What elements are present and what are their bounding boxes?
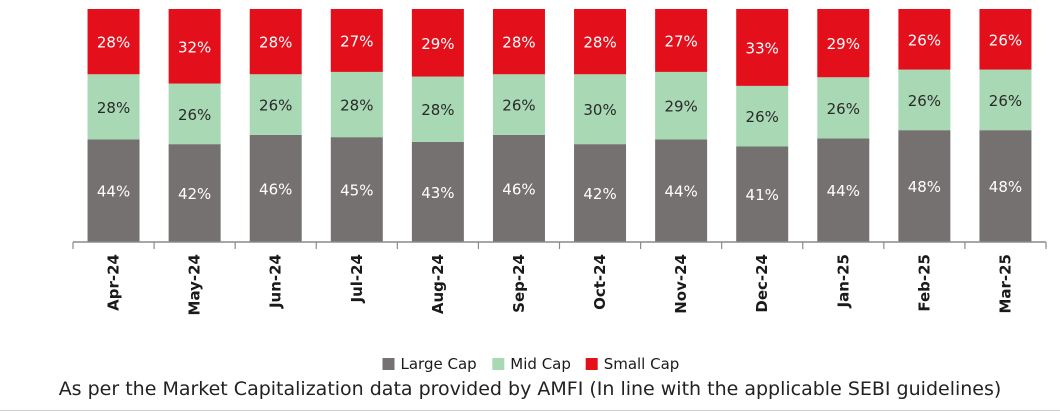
- data-label: 44%: [827, 182, 860, 200]
- x-tick-label: Sep-24: [510, 254, 528, 313]
- data-label: 27%: [664, 32, 697, 50]
- data-label: 32%: [178, 38, 211, 56]
- legend-swatch: [382, 358, 395, 370]
- data-label: 26%: [827, 100, 860, 118]
- bar-large-cap-dec-24: [736, 146, 789, 242]
- data-label: 46%: [259, 180, 292, 198]
- bar-mid-cap-nov-24: [655, 71, 708, 140]
- data-label: 26%: [989, 31, 1022, 49]
- data-label: 26%: [259, 97, 292, 115]
- bar-small-cap-jul-24: [330, 9, 383, 72]
- bar-small-cap-feb-25: [898, 9, 951, 70]
- bar-large-cap-mar-25: [979, 130, 1032, 242]
- bar-small-cap-nov-24: [655, 9, 708, 72]
- data-label: 45%: [340, 182, 373, 200]
- bar-large-cap-nov-24: [655, 139, 708, 242]
- data-label: 43%: [421, 184, 454, 202]
- bar-small-cap-jun-24: [249, 9, 302, 75]
- data-label: 26%: [502, 97, 535, 115]
- data-label: 30%: [583, 101, 616, 119]
- bar-small-cap-mar-25: [979, 9, 1032, 70]
- bar-small-cap-sep-24: [492, 9, 545, 75]
- data-label: 26%: [908, 92, 941, 110]
- bar-large-cap-feb-25: [898, 130, 951, 242]
- bar-mid-cap-jun-24: [249, 74, 302, 135]
- data-label: 46%: [502, 180, 535, 198]
- data-label: 26%: [989, 92, 1022, 110]
- x-tick-label: Jun-24: [267, 254, 285, 309]
- x-tick-label: Mar-25: [996, 254, 1014, 314]
- x-tick-label: Aug-24: [429, 254, 447, 314]
- footnote-divider: [0, 410, 1060, 411]
- bar-large-cap-jul-24: [330, 137, 383, 242]
- legend-label: Large Cap: [401, 355, 477, 373]
- bar-small-cap-jan-25: [817, 9, 870, 78]
- legend-label: Mid Cap: [510, 355, 571, 373]
- x-tick-label: Nov-24: [672, 254, 690, 314]
- bar-large-cap-sep-24: [492, 134, 545, 242]
- bar-small-cap-dec-24: [736, 9, 789, 86]
- bar-mid-cap-aug-24: [411, 76, 464, 142]
- data-label: 42%: [178, 185, 211, 203]
- bar-small-cap-may-24: [168, 9, 221, 84]
- bar-small-cap-apr-24: [87, 9, 140, 75]
- bar-large-cap-jun-24: [249, 134, 302, 242]
- data-label: 48%: [908, 178, 941, 196]
- bar-mid-cap-jul-24: [330, 71, 383, 138]
- bar-mid-cap-mar-25: [979, 69, 1032, 131]
- bar-large-cap-jan-25: [817, 138, 870, 242]
- data-label: 27%: [340, 32, 373, 50]
- data-label: 29%: [421, 35, 454, 53]
- bar-large-cap-may-24: [168, 144, 221, 242]
- bar-mid-cap-feb-25: [898, 69, 951, 131]
- data-label: 44%: [664, 183, 697, 201]
- bar-large-cap-oct-24: [574, 144, 627, 242]
- data-label: 29%: [664, 98, 697, 116]
- bar-large-cap-apr-24: [87, 139, 140, 242]
- data-label: 33%: [746, 39, 779, 57]
- bar-mid-cap-dec-24: [736, 85, 789, 147]
- legend-swatch: [585, 358, 598, 370]
- data-label: 28%: [502, 34, 535, 52]
- x-tick-label: Jul-24: [348, 254, 366, 304]
- legend-swatch: [492, 358, 505, 370]
- data-label: 28%: [97, 99, 130, 117]
- data-label: 26%: [178, 106, 211, 124]
- x-tick-label: Oct-24: [591, 254, 609, 310]
- bar-small-cap-aug-24: [411, 9, 464, 77]
- x-tick-label: Apr-24: [105, 254, 123, 311]
- footnote: As per the Market Capitalization data pr…: [58, 378, 1002, 400]
- x-tick-label: May-24: [186, 254, 204, 315]
- data-label: 28%: [583, 34, 616, 52]
- x-tick-label: Feb-25: [915, 254, 933, 312]
- bar-large-cap-aug-24: [411, 141, 464, 242]
- bar-mid-cap-sep-24: [492, 74, 545, 135]
- legend-label: Small Cap: [604, 355, 680, 373]
- data-label: 28%: [421, 101, 454, 119]
- x-tick-label: Dec-24: [753, 254, 771, 313]
- bar-small-cap-oct-24: [574, 9, 627, 75]
- data-label: 26%: [746, 108, 779, 126]
- data-label: 28%: [259, 34, 292, 52]
- data-label: 44%: [97, 183, 130, 201]
- data-label: 29%: [827, 35, 860, 53]
- data-label: 28%: [97, 34, 130, 52]
- data-label: 42%: [583, 185, 616, 203]
- bar-mid-cap-oct-24: [574, 74, 627, 145]
- data-label: 28%: [340, 97, 373, 115]
- bar-mid-cap-may-24: [168, 83, 221, 145]
- bar-mid-cap-jan-25: [817, 77, 870, 139]
- data-label: 41%: [746, 186, 779, 204]
- data-label: 26%: [908, 31, 941, 49]
- data-label: 48%: [989, 178, 1022, 196]
- bar-mid-cap-apr-24: [87, 74, 140, 140]
- x-tick-label: Jan-25: [834, 254, 852, 308]
